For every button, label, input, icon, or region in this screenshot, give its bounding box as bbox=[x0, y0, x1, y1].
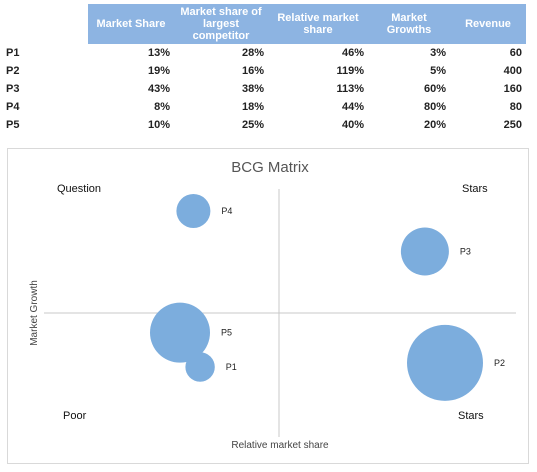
table-cell: 60 bbox=[509, 47, 522, 59]
y-axis-label: Market Growth bbox=[29, 280, 40, 346]
row-label: P3 bbox=[6, 83, 20, 95]
table-row: P3 43% 38% 113% 60% 160 bbox=[4, 80, 526, 98]
table-cell: 5% bbox=[430, 65, 446, 77]
table-cell: 80% bbox=[423, 101, 446, 113]
chart-canvas: BCG Matrix Question Stars Poor Stars Rel… bbox=[29, 159, 516, 451]
table-cell: 19% bbox=[147, 65, 170, 77]
bcg-chart: BCG Matrix Question Stars Poor Stars Rel… bbox=[7, 148, 529, 464]
table-cell: 46% bbox=[341, 47, 364, 59]
bubble-label-p1: P1 bbox=[226, 362, 237, 372]
bubble-p4 bbox=[176, 194, 211, 228]
header-market-share: Market Share bbox=[88, 4, 174, 44]
header-market-growth: Market Growths bbox=[368, 4, 450, 44]
quadrant-label-top-left: Question bbox=[57, 183, 101, 195]
header-competitor-share: Market share of largest competitor bbox=[174, 4, 268, 44]
row-label: P4 bbox=[6, 101, 20, 113]
table-cell: 18% bbox=[241, 101, 264, 113]
table-cell: 38% bbox=[241, 83, 264, 95]
table-cell: 113% bbox=[336, 83, 364, 95]
header-relative-share: Relative market share bbox=[268, 4, 368, 44]
header-blank bbox=[4, 4, 88, 44]
bubble-label-p3: P3 bbox=[460, 247, 471, 257]
table-cell: 16% bbox=[241, 65, 264, 77]
bubble-label-p2: P2 bbox=[494, 358, 505, 368]
table-cell: 44% bbox=[341, 101, 364, 113]
table-cell: 8% bbox=[154, 101, 170, 113]
table-cell: 60% bbox=[423, 83, 446, 95]
bubble-label-p4: P4 bbox=[221, 206, 232, 216]
table-cell: 3% bbox=[430, 47, 446, 59]
table-cell: 119% bbox=[336, 65, 364, 77]
table-row: P1 13% 28% 46% 3% 60 bbox=[4, 44, 526, 62]
quadrant-label-bottom-left: Poor bbox=[63, 410, 87, 422]
table-row: P2 19% 16% 119% 5% 400 bbox=[4, 62, 526, 80]
data-table: Market Share Market share of largest com… bbox=[4, 4, 526, 134]
table-row: P5 10% 25% 40% 20% 250 bbox=[4, 116, 526, 134]
bubble-p3 bbox=[400, 227, 449, 276]
bubble-p5 bbox=[150, 302, 210, 363]
bubble-layer: P1 P2 P3 P4 P5 bbox=[150, 194, 505, 401]
table-row: P4 8% 18% 44% 80% 80 bbox=[4, 98, 526, 116]
row-label: P5 bbox=[6, 119, 20, 131]
bubble-label-p5: P5 bbox=[221, 328, 232, 338]
row-label: P1 bbox=[6, 47, 20, 59]
table-cell: 160 bbox=[503, 83, 522, 95]
table-cell: 20% bbox=[423, 119, 446, 131]
table-cell: 40% bbox=[341, 119, 364, 131]
row-label: P2 bbox=[6, 65, 20, 77]
table-header-row: Market Share Market share of largest com… bbox=[4, 4, 526, 44]
table-cell: 13% bbox=[147, 47, 170, 59]
header-revenue: Revenue bbox=[450, 4, 526, 44]
table-cell: 43% bbox=[147, 83, 170, 95]
table-cell: 80 bbox=[509, 101, 522, 113]
x-axis-label: Relative market share bbox=[231, 440, 329, 451]
table-cell: 25% bbox=[241, 119, 264, 131]
bubble-p2 bbox=[407, 324, 483, 401]
table-cell: 28% bbox=[241, 47, 264, 59]
table-cell: 400 bbox=[503, 65, 522, 77]
chart-title: BCG Matrix bbox=[231, 159, 309, 176]
quadrant-label-top-right: Stars bbox=[462, 183, 488, 195]
table-cell: 10% bbox=[147, 119, 170, 131]
quadrant-label-bottom-right: Stars bbox=[458, 410, 484, 422]
table-cell: 250 bbox=[503, 119, 522, 131]
